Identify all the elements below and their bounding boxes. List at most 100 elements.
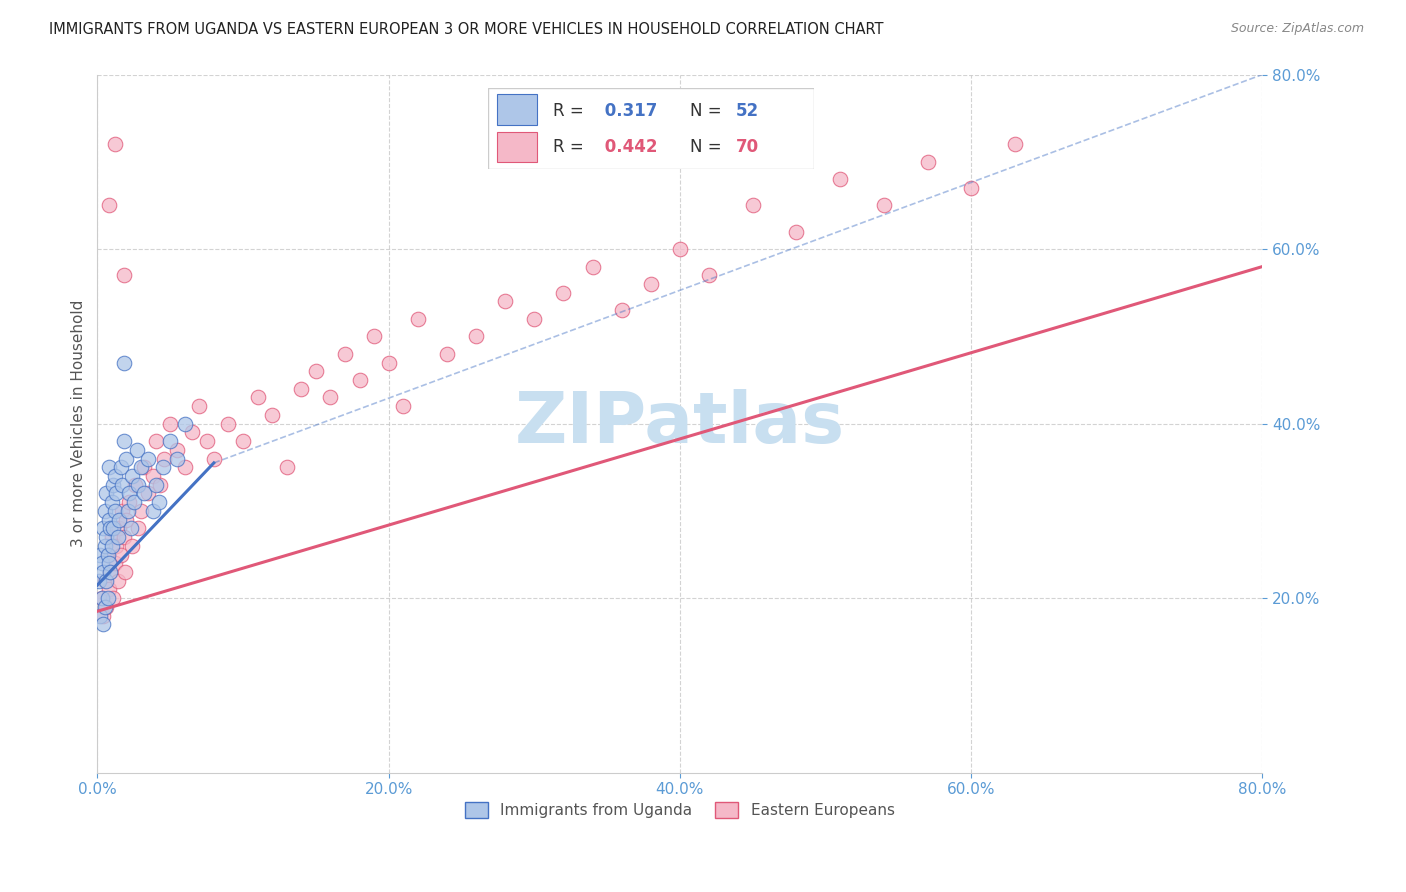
Text: IMMIGRANTS FROM UGANDA VS EASTERN EUROPEAN 3 OR MORE VEHICLES IN HOUSEHOLD CORRE: IMMIGRANTS FROM UGANDA VS EASTERN EUROPE… — [49, 22, 884, 37]
Point — [107, 530, 129, 544]
Point — [101, 530, 124, 544]
Point — [115, 451, 138, 466]
Point — [120, 521, 142, 535]
Point — [98, 198, 121, 212]
Point — [553, 285, 575, 300]
Point — [93, 539, 115, 553]
Point — [159, 434, 181, 448]
Point — [145, 434, 167, 448]
Point — [697, 268, 720, 283]
Point — [90, 591, 112, 606]
Point — [112, 530, 135, 544]
Point — [127, 477, 149, 491]
Point — [101, 539, 124, 553]
Point — [104, 504, 127, 518]
Point — [436, 347, 458, 361]
Point — [262, 408, 284, 422]
Point — [100, 521, 122, 535]
Point — [333, 347, 356, 361]
Point — [96, 548, 118, 562]
Point — [148, 495, 170, 509]
Point — [349, 373, 371, 387]
Point — [98, 460, 121, 475]
Point — [112, 268, 135, 283]
Point — [122, 495, 145, 509]
Point — [1004, 137, 1026, 152]
Point — [90, 556, 112, 570]
Point — [523, 312, 546, 326]
Point — [121, 539, 143, 553]
Point — [118, 486, 141, 500]
Point — [108, 521, 131, 535]
Point — [108, 513, 131, 527]
Point — [105, 486, 128, 500]
Point — [98, 582, 121, 597]
Point — [640, 277, 662, 291]
Point — [107, 574, 129, 588]
Point — [98, 556, 121, 570]
Point — [118, 495, 141, 509]
Point — [93, 574, 115, 588]
Point — [89, 608, 111, 623]
Point — [166, 451, 188, 466]
Point — [96, 591, 118, 606]
Point — [94, 530, 117, 544]
Point — [195, 434, 218, 448]
Point — [129, 460, 152, 475]
Point — [94, 574, 117, 588]
Point — [830, 172, 852, 186]
Point — [105, 539, 128, 553]
Point — [93, 599, 115, 614]
Point — [111, 477, 134, 491]
Point — [319, 391, 342, 405]
Point — [581, 260, 603, 274]
Point — [153, 451, 176, 466]
Point — [173, 460, 195, 475]
Point — [121, 469, 143, 483]
Point — [103, 591, 125, 606]
Point — [166, 442, 188, 457]
Point — [873, 198, 896, 212]
Point — [152, 460, 174, 475]
Point — [93, 504, 115, 518]
Point — [173, 417, 195, 431]
Point — [104, 556, 127, 570]
Point — [91, 565, 114, 579]
Point — [142, 469, 165, 483]
Point — [145, 477, 167, 491]
Point — [100, 565, 122, 579]
Point — [94, 599, 117, 614]
Point — [392, 399, 415, 413]
Legend: Immigrants from Uganda, Eastern Europeans: Immigrants from Uganda, Eastern European… — [460, 797, 901, 824]
Point — [305, 364, 328, 378]
Point — [110, 548, 132, 562]
Point — [111, 504, 134, 518]
Point — [117, 504, 139, 518]
Point — [132, 460, 155, 475]
Point — [917, 154, 939, 169]
Point — [94, 486, 117, 500]
Point — [960, 181, 983, 195]
Point — [129, 504, 152, 518]
Point — [610, 303, 633, 318]
Point — [494, 294, 516, 309]
Point — [132, 486, 155, 500]
Point — [101, 495, 124, 509]
Point — [276, 460, 298, 475]
Point — [290, 382, 312, 396]
Point — [104, 137, 127, 152]
Point — [87, 574, 110, 588]
Point — [124, 477, 146, 491]
Point — [181, 425, 204, 440]
Text: Source: ZipAtlas.com: Source: ZipAtlas.com — [1230, 22, 1364, 36]
Point — [363, 329, 385, 343]
Point — [669, 242, 692, 256]
Point — [202, 451, 225, 466]
Point — [741, 198, 763, 212]
Point — [159, 417, 181, 431]
Point — [465, 329, 488, 343]
Point — [112, 434, 135, 448]
Point — [89, 548, 111, 562]
Point — [136, 451, 159, 466]
Point — [100, 565, 122, 579]
